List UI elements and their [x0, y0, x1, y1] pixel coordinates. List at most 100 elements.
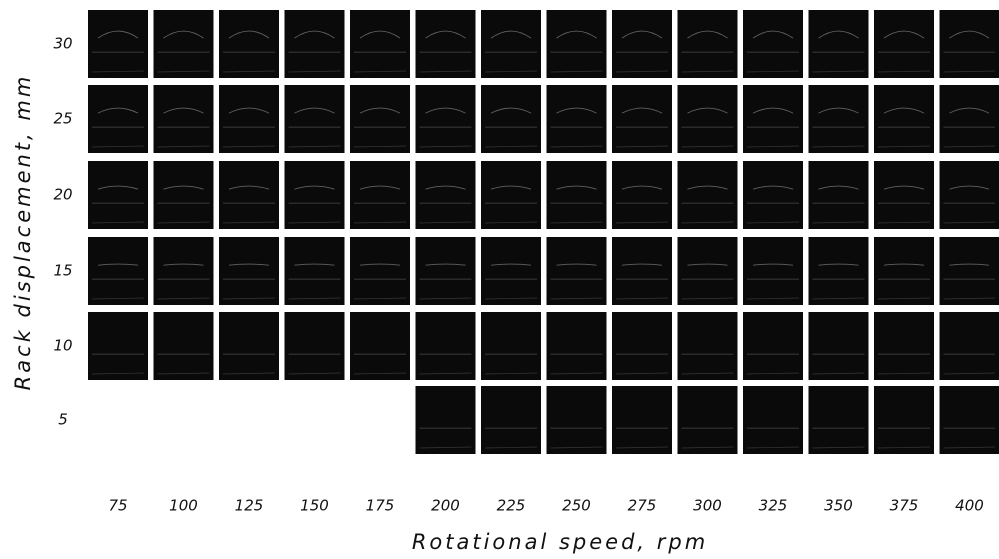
oscillogram: [88, 10, 148, 78]
y-label: 10: [53, 337, 72, 355]
oscillogram: [154, 161, 214, 229]
x-label: 150: [300, 497, 329, 515]
oscillogram-frame: [481, 312, 541, 380]
oscillogram: [940, 237, 999, 305]
oscillogram-frame: [612, 386, 672, 454]
oscillogram-frame: [481, 10, 541, 78]
oscillogram: [612, 85, 672, 153]
oscillogram-frame: [219, 237, 279, 305]
x-axis-title: Rotational speed, rpm: [412, 530, 708, 554]
oscillogram-frame: [612, 312, 672, 380]
oscillogram-frame: [285, 10, 345, 78]
oscillogram: [547, 85, 607, 153]
oscillogram-frame: [88, 85, 148, 153]
oscillogram: [88, 312, 148, 380]
oscillogram: [219, 10, 279, 78]
oscillogram: [350, 85, 410, 153]
oscillogram: [874, 237, 934, 305]
oscillogram-frame: [481, 85, 541, 153]
oscillogram: [809, 10, 869, 78]
oscillogram: [678, 161, 738, 229]
oscillogram-frame: [285, 312, 345, 380]
oscillogram: [809, 312, 869, 380]
oscillogram: [743, 386, 803, 454]
oscillogram-frame: [285, 237, 345, 305]
oscillogram: [547, 10, 607, 78]
oscillogram-frame: [547, 85, 607, 153]
x-label: 375: [890, 497, 919, 515]
oscillogram-frame: [416, 85, 476, 153]
oscillogram: [743, 10, 803, 78]
x-label: 175: [366, 497, 395, 515]
oscillogram: [481, 161, 541, 229]
oscillogram-frame: [547, 237, 607, 305]
oscillogram-frame: [88, 312, 148, 380]
oscillogram: [809, 161, 869, 229]
oscillogram: [940, 161, 999, 229]
oscillogram: [809, 386, 869, 454]
y-axis-title: Rack displacement, mm: [11, 74, 35, 391]
oscillogram-frame: [612, 161, 672, 229]
x-label: 400: [955, 497, 984, 515]
oscillogram: [547, 237, 607, 305]
oscillogram-frame: [743, 10, 803, 78]
oscillogram-frame: [154, 312, 214, 380]
oscillogram-frame: [285, 161, 345, 229]
oscillogram: [219, 312, 279, 380]
oscillogram: [874, 312, 934, 380]
oscillogram-frame: [874, 10, 934, 78]
oscillogram: [940, 85, 999, 153]
oscillogram: [481, 237, 541, 305]
x-label: 200: [431, 497, 460, 515]
oscillogram: [416, 85, 476, 153]
oscillogram: [678, 312, 738, 380]
oscillogram: [809, 85, 869, 153]
oscillogram: [154, 312, 214, 380]
oscillogram: [88, 85, 148, 153]
oscillogram-frame: [481, 237, 541, 305]
oscillogram-frame: [612, 10, 672, 78]
oscillogram: [940, 312, 999, 380]
oscillogram-frame: [350, 237, 410, 305]
oscillogram-frame: [809, 85, 869, 153]
oscillogram-frame: [612, 237, 672, 305]
oscillogram-frame: [678, 386, 738, 454]
oscillogram-frame: [416, 161, 476, 229]
oscillogram: [285, 161, 345, 229]
oscillogram-frame: [874, 312, 934, 380]
y-label: 15: [53, 262, 72, 280]
oscillogram-frame: [940, 237, 999, 305]
oscillogram-frame: [88, 10, 148, 78]
oscillogram: [481, 312, 541, 380]
x-label: 300: [693, 497, 722, 515]
oscillogram-frame: [88, 237, 148, 305]
oscillogram-frame: [219, 161, 279, 229]
oscillogram-frame: [743, 386, 803, 454]
oscillogram-frame: [416, 10, 476, 78]
oscillogram: [154, 10, 214, 78]
oscillogram-frame: [743, 85, 803, 153]
oscillogram: [743, 237, 803, 305]
oscillogram: [416, 312, 476, 380]
oscillogram: [481, 386, 541, 454]
x-label: 250: [562, 497, 591, 515]
oscillogram-frame: [350, 312, 410, 380]
oscillogram-frame: [547, 10, 607, 78]
oscillogram: [547, 386, 607, 454]
x-label: 225: [497, 497, 526, 515]
oscillogram: [350, 237, 410, 305]
oscillogram-frame: [809, 237, 869, 305]
oscillogram: [743, 161, 803, 229]
oscillogram: [416, 237, 476, 305]
oscillogram-frame: [350, 85, 410, 153]
oscillogram-frame: [678, 237, 738, 305]
oscillogram-frame: [88, 161, 148, 229]
oscillogram-frame: [547, 386, 607, 454]
oscillogram: [285, 85, 345, 153]
oscillogram: [350, 312, 410, 380]
oscillogram-frame: [874, 237, 934, 305]
oscillogram: [678, 237, 738, 305]
x-label: 125: [235, 497, 264, 515]
oscillogram-frame: [809, 386, 869, 454]
oscillogram: [88, 237, 148, 305]
